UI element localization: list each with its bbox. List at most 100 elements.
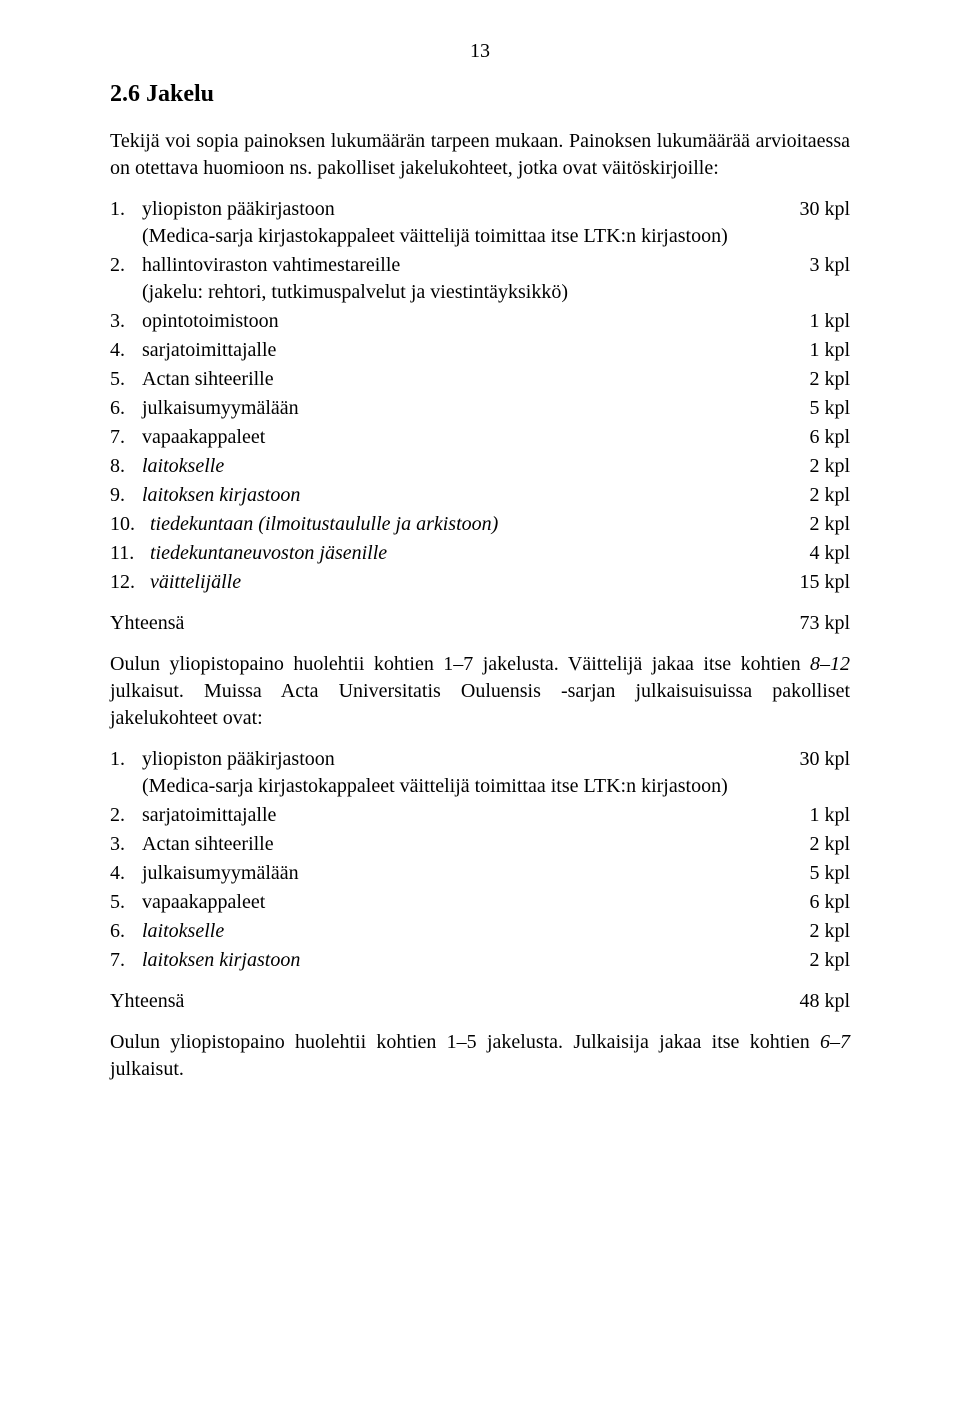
list-item-label: julkaisumyymälään xyxy=(142,395,789,422)
list-item-value: 6 kpl xyxy=(809,424,850,451)
distribution-list-2: 1.yliopiston pääkirjastoon30 kpl(Medica-… xyxy=(110,746,850,974)
list-item-left: 8.laitokselle xyxy=(110,453,809,480)
list-item: 6.julkaisumyymälään5 kpl xyxy=(110,395,850,422)
list-item-left: 2.sarjatoimittajalle xyxy=(110,802,809,829)
list-item-value: 2 kpl xyxy=(809,831,850,858)
list-item-number: 1. xyxy=(110,746,142,773)
list-item-label: sarjatoimittajalle xyxy=(142,802,789,829)
list-item: 12.väittelijälle15 kpl xyxy=(110,569,850,596)
end-paragraph: Oulun yliopistopaino huolehtii kohtien 1… xyxy=(110,1029,850,1083)
list-item-label: yliopiston pääkirjastoon xyxy=(142,746,779,773)
list-item-left: 1.yliopiston pääkirjastoon xyxy=(110,196,799,223)
total-row-1: Yhteensä 73 kpl xyxy=(110,610,850,637)
list-item-label: Actan sihteerille xyxy=(142,831,789,858)
list-item: 1.yliopiston pääkirjastoon30 kpl xyxy=(110,746,850,773)
mid-text-a: Oulun yliopistopaino huolehtii kohtien 1… xyxy=(110,653,810,675)
list-item-left: 3. opintotoimistoon xyxy=(110,308,809,335)
end-text-b: julkaisut. xyxy=(110,1058,184,1080)
list-item: 4.julkaisumyymälään5 kpl xyxy=(110,860,850,887)
list-item: 4.sarjatoimittajalle1 kpl xyxy=(110,337,850,364)
list-item-label: sarjatoimittajalle xyxy=(142,337,789,364)
section-heading: 2.6 Jakelu xyxy=(110,81,850,108)
list-item-value: 4 kpl xyxy=(809,540,850,567)
list-item-number: 10. xyxy=(110,511,150,538)
list-item-number: 3. xyxy=(110,308,142,335)
list-item: 11.tiedekuntaneuvoston jäsenille4 kpl xyxy=(110,540,850,567)
list-item: 2.hallintoviraston vahtimestareille3 kpl xyxy=(110,252,850,279)
list-item-left: 12.väittelijälle xyxy=(110,569,799,596)
list-item-left: 1.yliopiston pääkirjastoon xyxy=(110,746,799,773)
mid-text-b: julkaisut. Muissa Acta Universitatis Oul… xyxy=(110,680,850,729)
list-item: 2.sarjatoimittajalle1 kpl xyxy=(110,802,850,829)
list-item: 8.laitokselle2 kpl xyxy=(110,453,850,480)
list-item-number: 2. xyxy=(110,802,142,829)
list-item-left: 3.Actan sihteerille xyxy=(110,831,809,858)
list-item: 3.Actan sihteerille2 kpl xyxy=(110,831,850,858)
list-item-value: 2 kpl xyxy=(809,947,850,974)
intro-paragraph: Tekijä voi sopia painoksen lukumäärän ta… xyxy=(110,128,850,182)
total-label: Yhteensä xyxy=(110,610,184,637)
list-item-number: 7. xyxy=(110,424,142,451)
list-item: 3. opintotoimistoon1 kpl xyxy=(110,308,850,335)
list-item-number: 4. xyxy=(110,860,142,887)
list-item-label: tiedekuntaneuvoston jäsenille xyxy=(150,540,789,567)
list-item-value: 3 kpl xyxy=(809,252,850,279)
list-item-label: Actan sihteerille xyxy=(142,366,789,393)
list-item-value: 5 kpl xyxy=(809,395,850,422)
list-item-left: 5.vapaakappaleet xyxy=(110,889,809,916)
list-item-left: 2.hallintoviraston vahtimestareille xyxy=(110,252,809,279)
list-item-number: 5. xyxy=(110,366,142,393)
list-item-number: 7. xyxy=(110,947,142,974)
list-item-label: laitoksen kirjastoon xyxy=(142,947,789,974)
list-item-number: 6. xyxy=(110,918,142,945)
list-item-value: 2 kpl xyxy=(809,453,850,480)
total-row-2: Yhteensä 48 kpl xyxy=(110,988,850,1015)
list-item: 5.Actan sihteerille2 kpl xyxy=(110,366,850,393)
list-item-label: tiedekuntaan (ilmoitustaululle ja arkist… xyxy=(150,511,789,538)
end-text-a: Oulun yliopistopaino huolehtii kohtien 1… xyxy=(110,1031,820,1053)
list-item-label: laitokselle xyxy=(142,918,789,945)
list-item-label: laitoksen kirjastoon xyxy=(142,482,789,509)
list-item-left: 4.julkaisumyymälään xyxy=(110,860,809,887)
total-value: 48 kpl xyxy=(799,988,850,1015)
list-item-value: 2 kpl xyxy=(809,482,850,509)
list-item-value: 5 kpl xyxy=(809,860,850,887)
total-value: 73 kpl xyxy=(799,610,850,637)
list-item-subline: (Medica-sarja kirjastokappaleet väitteli… xyxy=(142,773,850,800)
list-item-label: hallintoviraston vahtimestareille xyxy=(142,252,789,279)
list-item-left: 7.vapaakappaleet xyxy=(110,424,809,451)
list-item-number: 8. xyxy=(110,453,142,480)
list-item-value: 15 kpl xyxy=(799,569,850,596)
list-item-number: 2. xyxy=(110,252,142,279)
list-item-left: 5.Actan sihteerille xyxy=(110,366,809,393)
mid-paragraph: Oulun yliopistopaino huolehtii kohtien 1… xyxy=(110,651,850,732)
list-item-label: yliopiston pääkirjastoon xyxy=(142,196,779,223)
distribution-list-1: 1.yliopiston pääkirjastoon30 kpl(Medica-… xyxy=(110,196,850,596)
list-item: 7.vapaakappaleet6 kpl xyxy=(110,424,850,451)
list-item-value: 6 kpl xyxy=(809,889,850,916)
list-item-left: 6.julkaisumyymälään xyxy=(110,395,809,422)
list-item-subline: (Medica-sarja kirjastokappaleet väitteli… xyxy=(142,223,850,250)
list-item-number: 5. xyxy=(110,889,142,916)
list-item-label: vapaakappaleet xyxy=(142,889,789,916)
list-item-label: vapaakappaleet xyxy=(142,424,789,451)
list-item-value: 1 kpl xyxy=(809,308,850,335)
list-item: 6.laitokselle2 kpl xyxy=(110,918,850,945)
list-item-value: 1 kpl xyxy=(809,802,850,829)
list-item-left: 9.laitoksen kirjastoon xyxy=(110,482,809,509)
list-item-left: 11.tiedekuntaneuvoston jäsenille xyxy=(110,540,809,567)
list-item-value: 1 kpl xyxy=(809,337,850,364)
list-item-number: 1. xyxy=(110,196,142,223)
list-item-value: 2 kpl xyxy=(809,918,850,945)
list-item-left: 7.laitoksen kirjastoon xyxy=(110,947,809,974)
list-item-number: 4. xyxy=(110,337,142,364)
mid-text-italic: 8–12 xyxy=(810,653,850,675)
list-item-number: 6. xyxy=(110,395,142,422)
list-item-subline: (jakelu: rehtori, tutkimuspalvelut ja vi… xyxy=(142,279,850,306)
list-item-left: 6.laitokselle xyxy=(110,918,809,945)
end-text-italic: 6–7 xyxy=(820,1031,850,1053)
list-item-number: 12. xyxy=(110,569,150,596)
list-item: 7.laitoksen kirjastoon2 kpl xyxy=(110,947,850,974)
list-item-left: 4.sarjatoimittajalle xyxy=(110,337,809,364)
list-item-label: opintotoimistoon xyxy=(142,308,789,335)
